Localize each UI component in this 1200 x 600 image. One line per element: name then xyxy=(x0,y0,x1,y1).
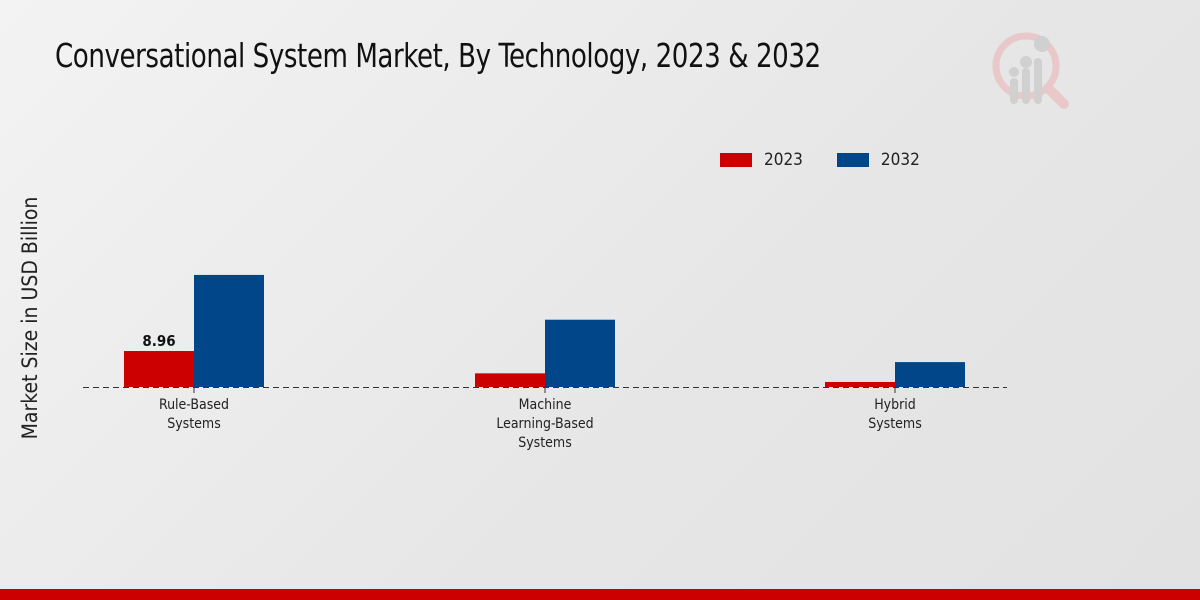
x-tick-label: Learning-Based xyxy=(496,416,593,432)
legend-label: 2023 xyxy=(764,150,803,170)
x-tick-label: Hybrid xyxy=(874,397,916,413)
legend-swatch-2032 xyxy=(836,153,869,167)
bar-2032-0 xyxy=(194,274,264,387)
x-tick-label: Machine xyxy=(519,397,572,413)
bar-2032-1 xyxy=(545,319,615,387)
chart-title: Conversational System Market, By Technol… xyxy=(55,36,821,75)
legend-item-2032: 2032 xyxy=(836,150,920,170)
x-tick-label: Systems xyxy=(868,416,922,432)
x-tick-label: Systems xyxy=(518,435,572,451)
footer-bar xyxy=(0,589,1200,600)
data-label: 8.96 xyxy=(142,332,175,350)
x-tick-label: Systems xyxy=(167,416,221,432)
bar-2023-2 xyxy=(825,381,895,387)
legend-label: 2032 xyxy=(880,150,920,170)
legend-item-2023: 2023 xyxy=(720,150,803,170)
bar-2023-1 xyxy=(475,373,545,387)
legend-swatch-2023 xyxy=(720,153,752,167)
x-tick-label: Rule-Based xyxy=(159,397,229,413)
bar-2032-2 xyxy=(895,362,965,387)
brand-logo-icon xyxy=(992,32,1069,109)
bar-2023-0 xyxy=(124,351,194,387)
legend: 2023 2032 xyxy=(720,150,920,170)
